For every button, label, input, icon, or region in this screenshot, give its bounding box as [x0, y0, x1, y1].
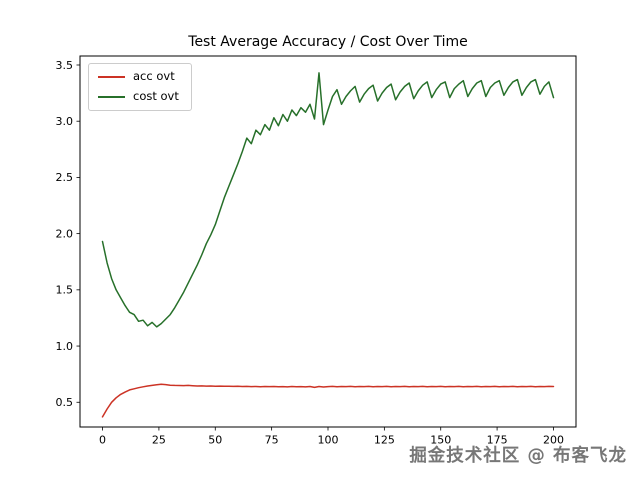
legend-label-acc: acc ovt	[133, 69, 175, 83]
cost-line-swatch	[98, 95, 125, 98]
x-tick-label: 200	[543, 434, 564, 447]
x-tick-label: 175	[487, 434, 508, 447]
y-tick-label: 3.0	[56, 115, 74, 128]
chart-title: Test Average Accuracy / Cost Over Time	[188, 34, 468, 50]
acc-ovt-line	[101, 383, 555, 418]
legend-item-acc: acc ovt	[98, 69, 179, 84]
y-tick-label: 3.5	[56, 59, 74, 72]
y-tick-label: 2.5	[56, 171, 74, 184]
x-tick-label: 50	[208, 434, 222, 447]
x-tick-label: 0	[99, 434, 106, 447]
watermark-text: 掘金技术社区 @ 布客飞龙	[409, 446, 627, 466]
x-tick-label: 125	[374, 434, 395, 447]
y-tick-label: 1.5	[56, 284, 74, 297]
legend: acc ovt cost ovt	[88, 63, 192, 111]
x-tick-label: 150	[430, 434, 451, 447]
axes-frame	[79, 55, 577, 428]
x-tick-label: 100	[318, 434, 339, 447]
y-tick-label: 0.5	[56, 396, 74, 409]
acc-line-swatch	[98, 75, 125, 78]
cost-ovt-line	[101, 72, 555, 328]
x-tick-label: 75	[265, 434, 279, 447]
legend-label-cost: cost ovt	[133, 88, 179, 103]
y-tick-label: 1.0	[56, 340, 74, 353]
x-tick-label: 25	[152, 434, 166, 447]
legend-item-cost: cost ovt	[98, 88, 179, 104]
y-tick-label: 2.0	[56, 227, 74, 240]
